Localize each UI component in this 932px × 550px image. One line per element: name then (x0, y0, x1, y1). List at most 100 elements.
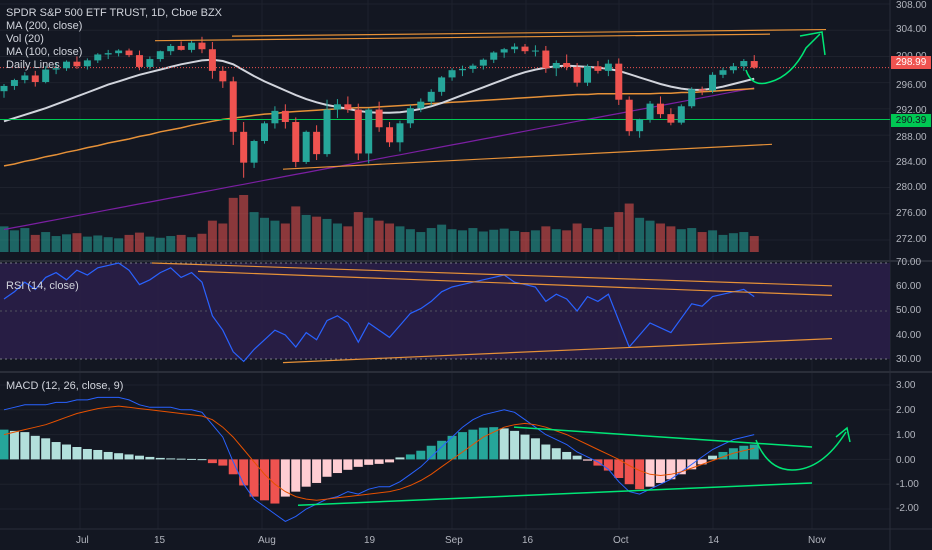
volume-bar (9, 230, 19, 252)
volume-bar (134, 232, 144, 252)
volume-bar (655, 223, 665, 252)
macd-histogram-bar (655, 459, 665, 483)
macd-histogram-bar (708, 455, 718, 460)
candle-body (719, 70, 727, 75)
rsi-tick-70: 70.00 (896, 257, 922, 268)
candle-body (323, 109, 331, 155)
volume-bar (530, 230, 540, 252)
macd-histogram-bar (437, 440, 447, 460)
macd-histogram-bar (728, 448, 738, 460)
macd-legend: MACD (12, 26, close, 9) (6, 380, 124, 392)
rsi-tick-40: 40.00 (896, 330, 922, 341)
volume-bar (72, 233, 82, 252)
candle-body (73, 61, 81, 67)
volume-bar (62, 234, 72, 252)
volume-bar (103, 237, 113, 252)
macd-histogram-bar (114, 453, 124, 460)
candle-body (42, 69, 50, 83)
macd-histogram-bar (260, 459, 269, 501)
macd-histogram-bar (145, 456, 155, 460)
candle-body (83, 60, 91, 67)
volume-bar (353, 212, 363, 252)
candle-body (656, 103, 664, 115)
candle-body (104, 53, 112, 55)
macd-tick-2: 2.00 (896, 405, 916, 416)
macd-histogram-bar (520, 434, 530, 460)
macd-histogram-bar (364, 459, 374, 465)
volume-bar (155, 237, 165, 252)
rsi-tick-50: 50.00 (896, 305, 922, 316)
macd-histogram-bar (624, 459, 634, 485)
legend-vol: Vol (20) (6, 33, 44, 45)
volume-bar (687, 228, 697, 252)
volume-bar (228, 197, 238, 252)
macd-histogram-bar (155, 457, 165, 460)
volume-bar (541, 226, 551, 252)
candle-body (375, 109, 383, 128)
candle-body (63, 61, 71, 69)
candle-body (10, 80, 18, 86)
macd-histogram-bar (385, 459, 395, 463)
rsi-upper-trendline (151, 262, 833, 287)
volume-bar (426, 228, 436, 252)
macd-histogram-bar (562, 451, 572, 460)
candle-body (156, 51, 164, 60)
candle-body (469, 65, 477, 69)
macd-histogram-bar (551, 448, 561, 460)
macd-projection-arrow (755, 431, 847, 471)
macd-histogram-bar (739, 445, 749, 460)
macd-histogram-bar (30, 435, 40, 460)
candle-body (521, 46, 529, 52)
macd-histogram-bar (541, 444, 551, 460)
volume-bar (437, 224, 447, 252)
projection-arrowhead (799, 31, 826, 56)
volume-bar (510, 230, 520, 252)
macd-histogram-bar (280, 459, 290, 497)
volume-bar (718, 234, 728, 252)
x-tick-sep: Sep (445, 535, 463, 546)
candle-body (167, 45, 175, 52)
candle-body (490, 52, 498, 60)
macd-histogram-bar (249, 459, 259, 497)
volume-bar (499, 228, 509, 252)
macd-histogram-bar (447, 435, 457, 460)
macd-signal-line (3, 405, 755, 501)
candle-body (344, 104, 352, 110)
volume-bar (645, 220, 655, 252)
volume-bar (114, 238, 124, 252)
volume-bar (749, 236, 759, 252)
macd-histogram-bar (301, 459, 311, 487)
candle-body (146, 59, 154, 67)
macd-histogram-bar (187, 458, 197, 460)
macd-histogram-bar (62, 444, 72, 460)
volume-bar (603, 226, 613, 252)
macd-histogram-bar (72, 447, 82, 460)
macd-histogram-bar (82, 448, 92, 460)
macd-histogram-bar (9, 430, 19, 460)
candle-body (365, 109, 373, 154)
macd-histogram-bar (489, 427, 499, 460)
macd-projection-arrowhead (835, 426, 851, 443)
candle-body (271, 110, 279, 124)
candle-body (584, 66, 592, 83)
macd-histogram-bar (239, 459, 249, 486)
price-tick-308: 308.00 (896, 0, 927, 11)
macd-histogram-bar (405, 454, 415, 460)
volume-bar (739, 232, 749, 252)
volume-bar (312, 216, 322, 252)
candle-body (563, 63, 571, 67)
macd-histogram-bar (499, 428, 509, 460)
volume-bar (20, 228, 30, 252)
x-tick-19: 19 (364, 535, 376, 546)
volume-bar (385, 223, 395, 252)
candle-body (0, 85, 8, 92)
candle-body (281, 110, 289, 122)
volume-bar (0, 226, 9, 252)
macd-histogram-bar (124, 454, 134, 460)
macd-histogram-bar (416, 450, 426, 460)
macd-histogram-bar (510, 430, 520, 460)
candle-body (261, 123, 268, 142)
volume-bar (676, 229, 686, 252)
candle-body (125, 50, 133, 56)
